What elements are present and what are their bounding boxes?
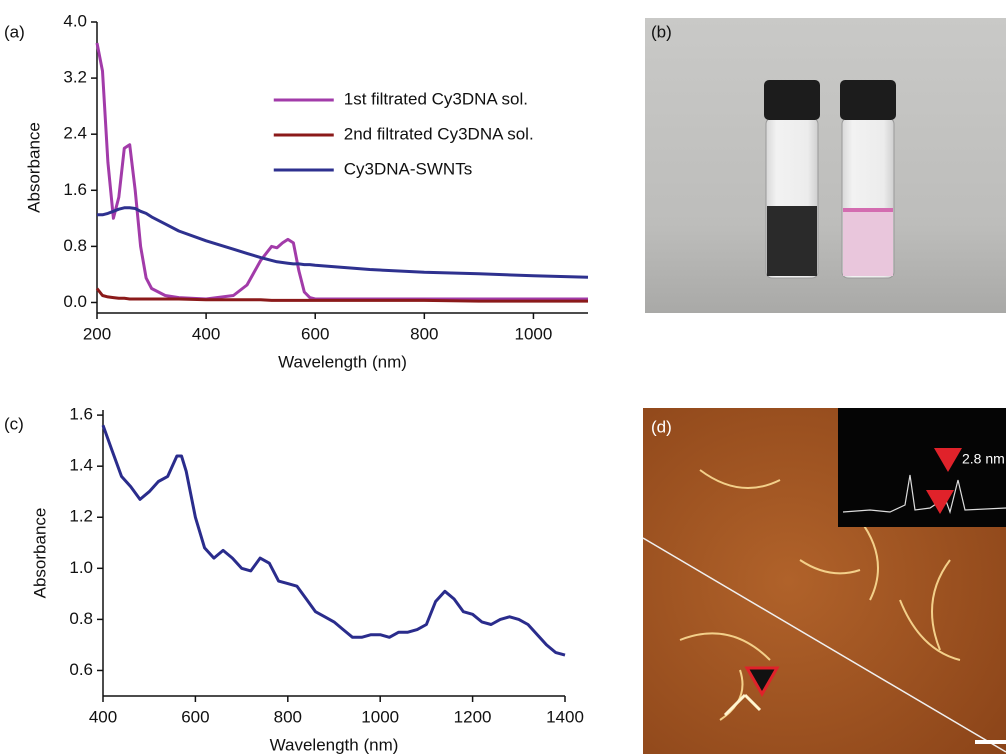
y-axis-label: Absorbance	[30, 508, 49, 599]
x-tick-label: 200	[83, 324, 111, 343]
x-tick-label: 800	[410, 324, 438, 343]
data-line	[97, 43, 588, 299]
x-tick-label: 1400	[546, 707, 584, 726]
x-tick-label: 1000	[515, 324, 553, 343]
panel-label: (b)	[651, 22, 672, 41]
x-tick-label: 1000	[361, 707, 399, 726]
legend-label: 1st filtrated Cy3DNA sol.	[344, 89, 528, 108]
x-axis-label: Wavelength (nm)	[270, 735, 399, 754]
afm-inset-label: 2.8 nm	[962, 451, 1005, 467]
x-axis-label: Wavelength (nm)	[278, 352, 407, 371]
data-line	[103, 425, 565, 655]
panel-label: (c)	[4, 414, 24, 433]
y-tick-label: 1.6	[63, 180, 87, 199]
y-tick-label: 1.6	[69, 405, 93, 424]
y-tick-label: 0.8	[69, 609, 93, 628]
x-tick-label: 600	[301, 324, 329, 343]
legend-label: 2nd filtrated Cy3DNA sol.	[344, 124, 534, 143]
y-tick-label: 3.2	[63, 68, 87, 87]
y-tick-label: 2.4	[63, 124, 87, 143]
x-tick-label: 400	[192, 324, 220, 343]
legend-label: Cy3DNA-SWNTs	[344, 159, 472, 178]
x-tick-label: 800	[274, 707, 302, 726]
x-tick-label: 400	[89, 707, 117, 726]
y-tick-label: 4.0	[63, 11, 87, 30]
panel-label: (a)	[4, 22, 25, 41]
y-tick-label: 0.8	[63, 236, 87, 255]
y-tick-label: 0.6	[69, 660, 93, 679]
y-tick-label: 0.0	[63, 292, 87, 311]
y-tick-label: 1.2	[69, 507, 93, 526]
data-line	[97, 208, 588, 277]
vial-photo	[645, 18, 1006, 313]
y-tick-label: 1.0	[69, 558, 93, 577]
afm-image	[643, 408, 1006, 754]
figure: (a) (b) (c) (d) 2.8 nm 0.0 0.8 1.6 2.4 3.2 4.…	[0, 0, 1006, 754]
panel-label: (d)	[651, 417, 672, 436]
y-tick-label: 1.4	[69, 456, 93, 475]
y-axis-label: Absorbance	[24, 122, 43, 213]
x-tick-label: 600	[181, 707, 209, 726]
x-tick-label: 1200	[454, 707, 492, 726]
